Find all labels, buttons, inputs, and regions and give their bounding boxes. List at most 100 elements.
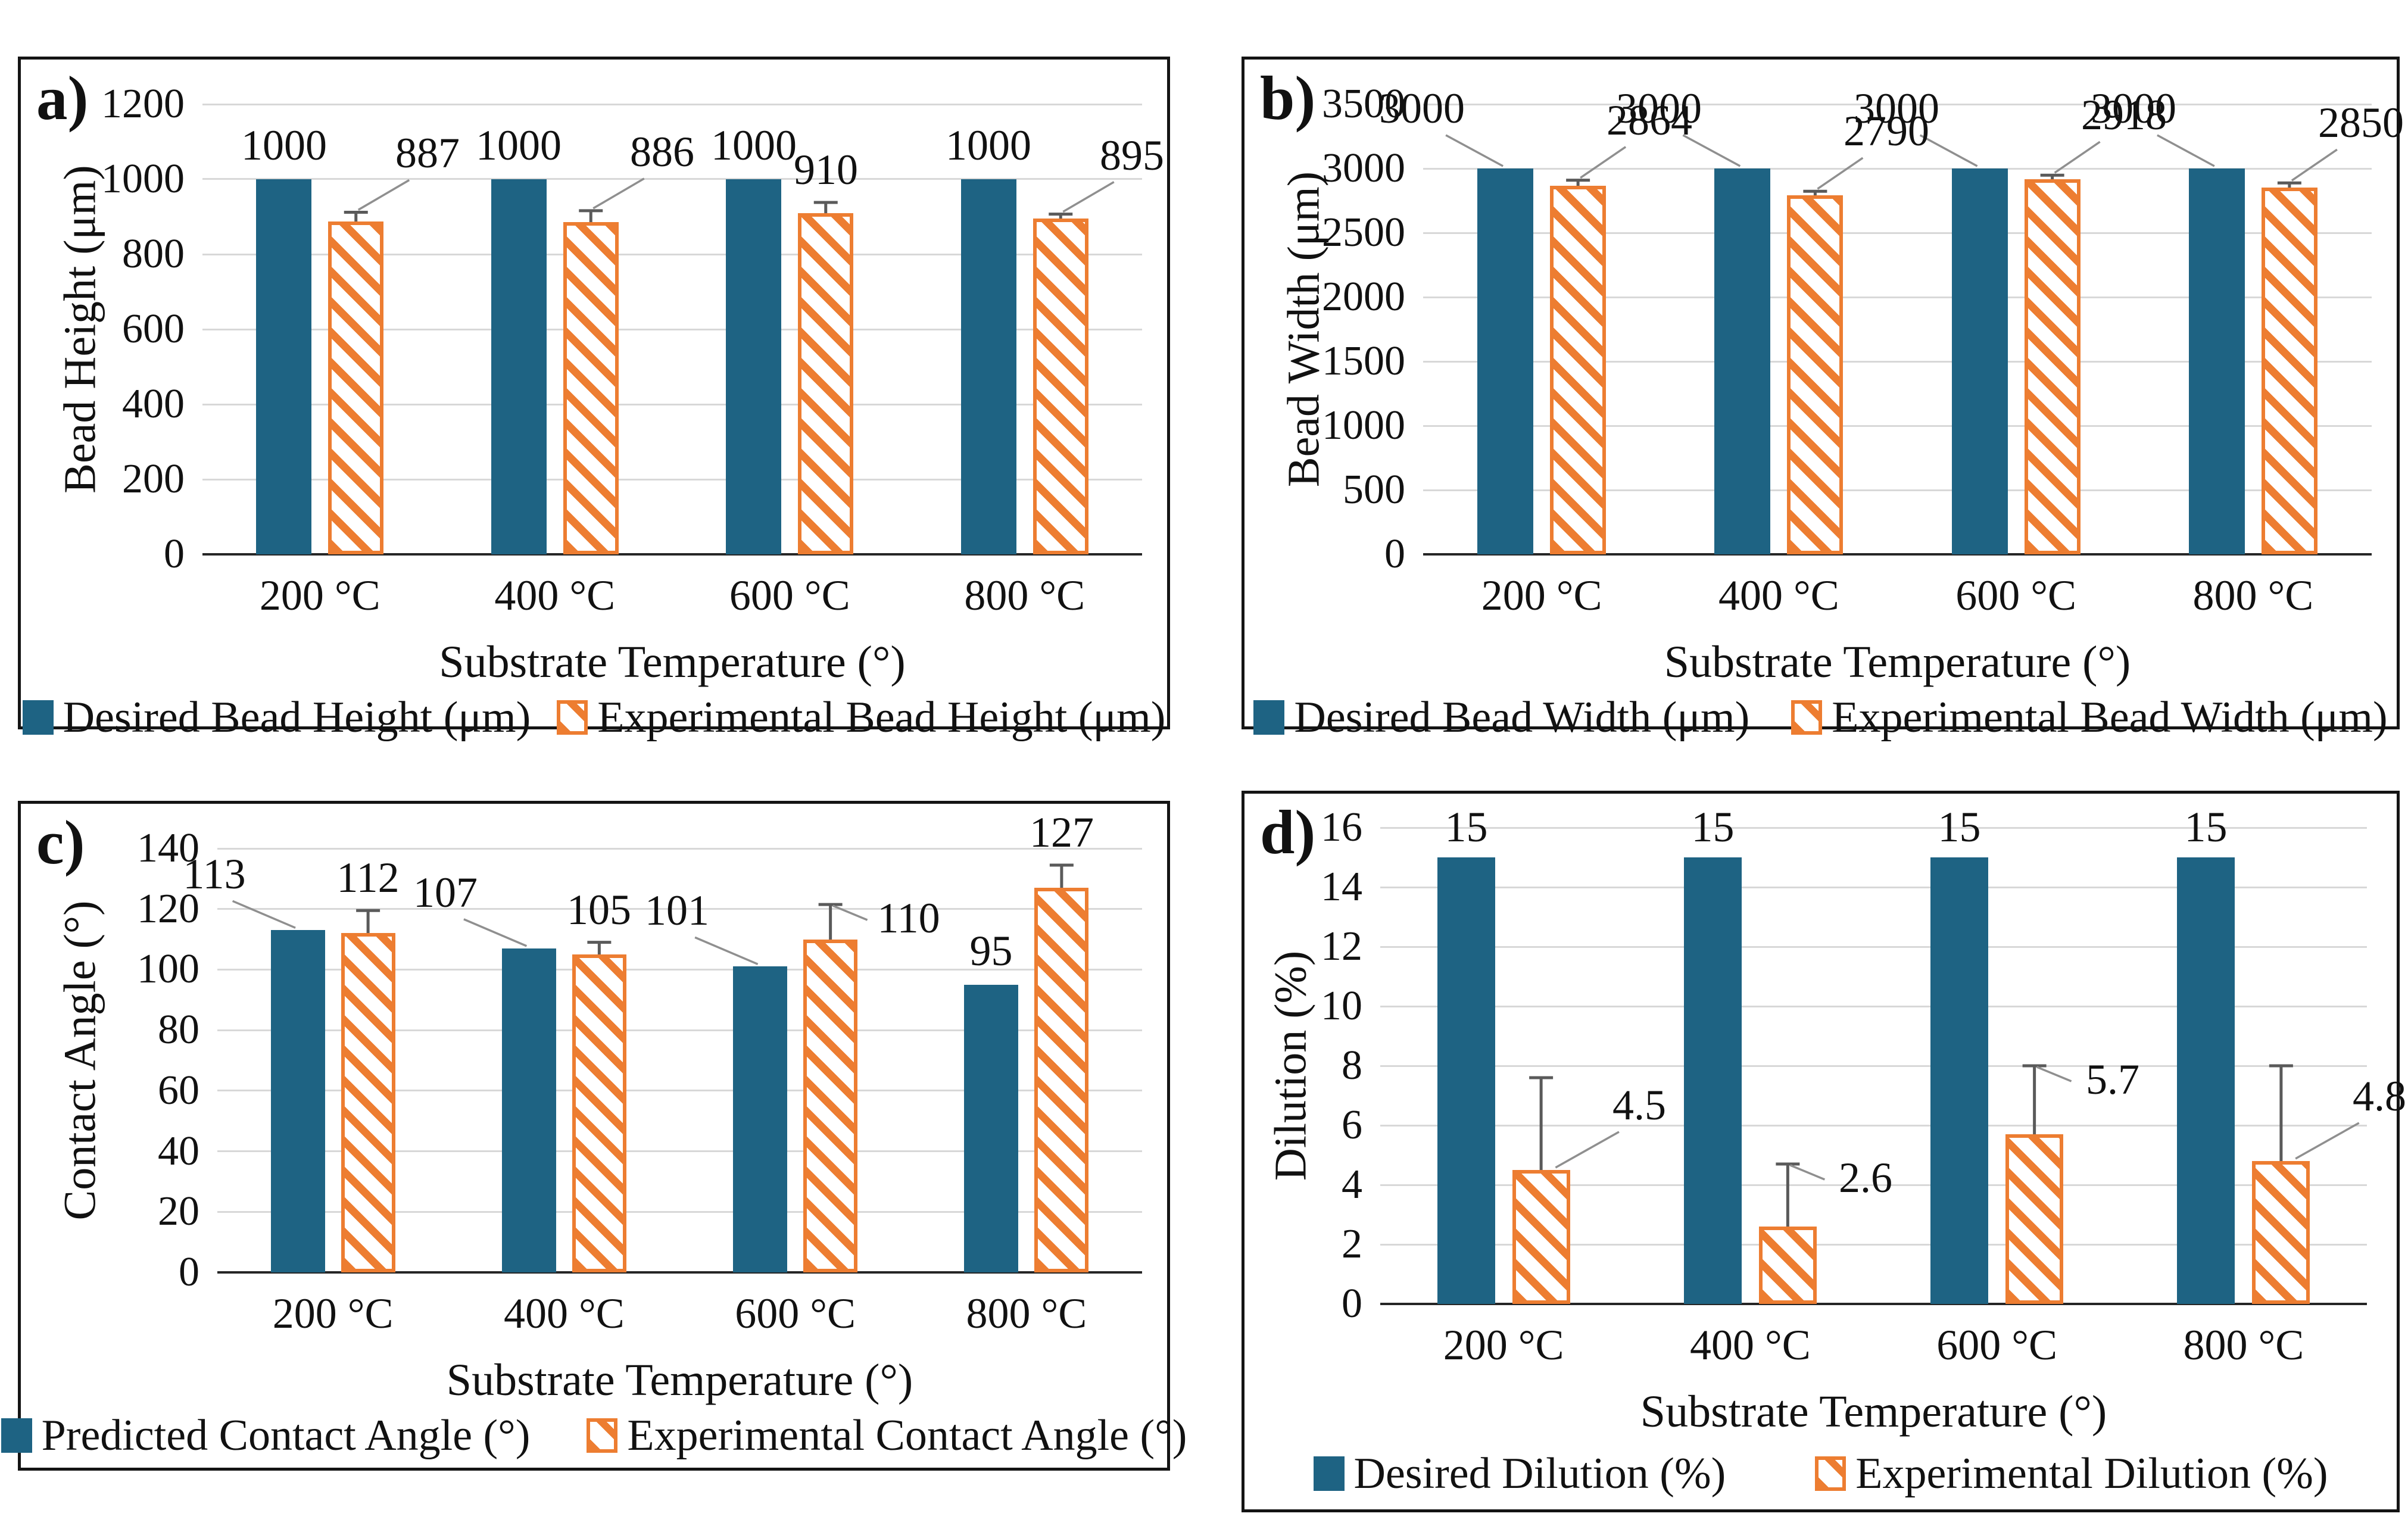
bar-experimental xyxy=(328,221,383,554)
legend-label: Desired Bead Height (μm) xyxy=(63,693,531,742)
y-gridline xyxy=(1380,946,2367,948)
data-label: 4.8 xyxy=(2353,1072,2406,1120)
x-axis-title: Substrate Temperature (°) xyxy=(1640,1387,2107,1437)
legend-swatch-hatch-icon xyxy=(557,700,588,735)
x-tick-label: 600 °C xyxy=(729,572,850,619)
data-label: 2850 xyxy=(2318,99,2404,146)
leader-line xyxy=(2291,148,2338,182)
data-label: 895 xyxy=(1100,132,1164,179)
bar-experimental xyxy=(803,940,857,1272)
y-gridline xyxy=(1423,232,2372,234)
data-label: 15 xyxy=(1445,803,1488,851)
leader-line xyxy=(2036,1066,2072,1082)
legend-label: Predicted Contact Angle (°) xyxy=(41,1411,531,1460)
y-gridline xyxy=(1380,1065,2367,1067)
leader-line xyxy=(2295,1122,2360,1160)
y-gridline xyxy=(217,908,1142,910)
y-tick-label: 60 xyxy=(158,1068,199,1113)
bar-desired xyxy=(1437,857,1495,1304)
x-tick-label: 600 °C xyxy=(1955,572,2077,619)
bar-desired xyxy=(1477,168,1533,554)
y-tick-label: 1000 xyxy=(101,156,185,202)
data-label: 105 xyxy=(567,886,631,934)
x-tick-label: 800 °C xyxy=(964,572,1086,619)
bar-desired xyxy=(1952,168,2008,554)
data-label: 3000 xyxy=(1379,85,1465,132)
bar-experimental xyxy=(572,954,626,1272)
y-gridline xyxy=(202,329,1142,330)
legend-swatch-hatch-icon xyxy=(1815,1456,1846,1491)
bar-desired xyxy=(726,179,781,554)
x-tick-label: 200 °C xyxy=(272,1290,394,1337)
legend-label: Desired Dilution (%) xyxy=(1353,1449,1726,1498)
x-tick-label: 400 °C xyxy=(503,1290,625,1337)
leader-line xyxy=(1580,146,1627,179)
y-gridline xyxy=(217,1090,1142,1091)
legend-item-desired: Desired Dilution (%) xyxy=(1313,1449,1726,1499)
x-axis-line xyxy=(1380,1303,2367,1305)
x-tick-label: 200 °C xyxy=(259,572,380,619)
y-tick-label: 1200 xyxy=(101,81,185,127)
legend-item-experimental: Experimental Dilution (%) xyxy=(1815,1449,2328,1499)
data-label: 112 xyxy=(336,854,400,901)
y-tick-label: 20 xyxy=(158,1188,199,1234)
bar-experimental xyxy=(2252,1161,2310,1304)
y-gridline xyxy=(202,104,1142,105)
legend-label: Experimental Bead Height (μm) xyxy=(597,693,1166,742)
y-tick-label: 8 xyxy=(1342,1043,1362,1088)
y-tick-label: 200 xyxy=(122,456,185,502)
data-label: 127 xyxy=(1030,809,1094,856)
y-tick-label: 0 xyxy=(164,531,185,577)
bar-desired xyxy=(964,985,1018,1272)
x-axis-line xyxy=(1423,553,2372,556)
bar-experimental xyxy=(2025,179,2081,554)
y-tick-label: 16 xyxy=(1321,804,1362,850)
legend: Predicted Contact Angle (°) Experimental … xyxy=(1,1411,1187,1461)
x-axis-line xyxy=(202,553,1142,556)
leader-line xyxy=(1817,157,1864,190)
panel-letter: b) xyxy=(1260,63,1316,133)
x-tick-label: 400 °C xyxy=(494,572,616,619)
bar-experimental xyxy=(798,213,853,554)
data-label: 15 xyxy=(1938,803,1981,851)
data-label: 887 xyxy=(395,129,460,177)
bar-desired xyxy=(256,179,311,554)
bar-desired xyxy=(1684,857,1742,1304)
panel-letter: a) xyxy=(36,63,89,133)
legend-swatch-solid-icon xyxy=(1313,1456,1345,1491)
y-tick-label: 6 xyxy=(1342,1102,1362,1148)
y-tick-label: 3000 xyxy=(1322,145,1405,191)
data-label: 2790 xyxy=(1844,107,1929,155)
leader-line xyxy=(1062,181,1115,213)
legend: Desired Bead Width (μm) Experimental Bead… xyxy=(1244,692,2397,742)
legend-swatch-solid-icon xyxy=(1,1418,32,1453)
data-label: 110 xyxy=(877,894,940,942)
y-tick-label: 80 xyxy=(158,1007,199,1053)
y-gridline xyxy=(217,969,1142,971)
data-label: 3000 xyxy=(1854,85,1939,132)
y-gridline xyxy=(1380,1006,2367,1007)
leader-line xyxy=(232,900,296,929)
data-label: 107 xyxy=(413,869,478,916)
y-tick-label: 40 xyxy=(158,1128,199,1174)
data-label: 15 xyxy=(2184,803,2228,851)
y-tick-label: 2500 xyxy=(1322,210,1405,255)
x-tick-label: 400 °C xyxy=(1689,1321,1811,1369)
y-tick-label: 800 xyxy=(122,231,185,277)
x-tick-label: 800 °C xyxy=(966,1290,1087,1337)
x-axis-line xyxy=(217,1271,1142,1274)
y-gridline xyxy=(202,404,1142,405)
legend-item-experimental: Experimental Bead Height (μm) xyxy=(557,692,1165,742)
x-tick-label: 400 °C xyxy=(1718,572,1839,619)
x-axis-title: Substrate Temperature (°) xyxy=(439,637,906,687)
legend-item-experimental: Experimental Contact Angle (°) xyxy=(587,1411,1187,1461)
panel-letter: c) xyxy=(36,807,85,877)
panel-d-dilution-chart: d) Dilution (%) 0 2 4 6 8 10 12 14 16 200 °C 15 4.5 40… xyxy=(1242,791,2406,1512)
y-tick-label: 2000 xyxy=(1322,274,1405,320)
data-label: 15 xyxy=(1691,803,1735,851)
bar-desired xyxy=(1930,857,1988,1304)
y-tick-label: 500 xyxy=(1343,467,1405,513)
x-tick-label: 600 °C xyxy=(735,1290,856,1337)
y-gridline xyxy=(217,1029,1142,1031)
y-tick-label: 14 xyxy=(1321,864,1362,910)
